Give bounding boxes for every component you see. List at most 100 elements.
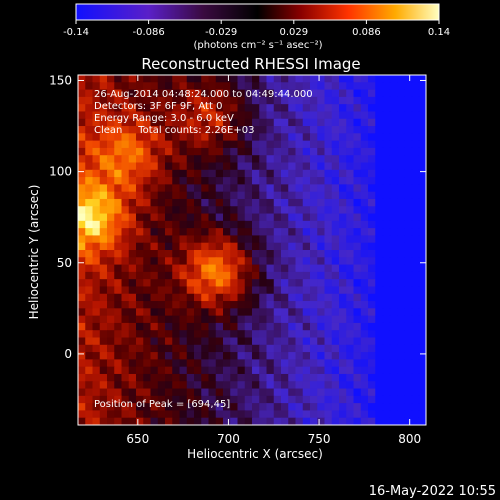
heatmap-cell (324, 410, 333, 419)
heatmap-cell (339, 373, 347, 382)
heatmap-cell (78, 140, 86, 149)
heatmap-cell (150, 140, 159, 149)
heatmap-cell (172, 82, 181, 91)
heatmap-cell (157, 301, 166, 309)
heatmap-cell (179, 155, 188, 164)
heatmap-cell (375, 417, 384, 425)
heatmap-cell (252, 235, 260, 244)
heatmap-cell (223, 308, 231, 317)
heatmap-cell (186, 264, 195, 273)
heatmap-cell (302, 96, 311, 105)
heatmap-cell (99, 155, 108, 164)
heatmap-cell (78, 271, 86, 280)
heatmap-cell (179, 388, 188, 397)
heatmap-cell (310, 279, 318, 288)
heatmap-cell (259, 337, 268, 346)
heatmap-cell (411, 89, 420, 98)
heatmap-cell (78, 89, 86, 98)
heatmap-cell (339, 111, 347, 120)
heatmap-cell (128, 359, 137, 368)
heatmap-cell (99, 279, 108, 288)
heatmap-cell (382, 395, 391, 404)
heatmap-cell (259, 242, 268, 251)
heatmap-cell (208, 104, 217, 113)
heatmap-cell (288, 213, 297, 222)
heatmap-cell (244, 330, 253, 339)
heatmap-cell (128, 344, 137, 353)
heatmap-cell (382, 279, 391, 288)
heatmap-cell (121, 111, 130, 120)
heatmap-cell (92, 242, 101, 251)
heatmap-cell (281, 126, 289, 134)
heatmap-cell (295, 118, 304, 127)
heatmap-cell (339, 140, 347, 149)
heatmap-cell (215, 184, 224, 193)
heatmap-cell (411, 228, 420, 237)
heatmap-cell (288, 373, 297, 382)
heatmap-cell (397, 118, 405, 127)
heatmap-cell (397, 344, 405, 353)
heatmap-cell (266, 104, 275, 113)
heatmap-cell (288, 140, 297, 149)
heatmap-cell (266, 177, 275, 185)
heatmap-cell (107, 366, 115, 375)
heatmap-cell (418, 111, 426, 120)
heatmap-cell (252, 191, 260, 200)
heatmap-cell (99, 228, 108, 237)
heatmap-cell (121, 388, 130, 397)
heatmap-cell (136, 315, 144, 324)
heatmap-cell (368, 344, 376, 353)
heatmap-cell (157, 388, 166, 397)
heatmap-cell (208, 395, 217, 404)
heatmap-cell (266, 366, 275, 375)
heatmap-cell (165, 118, 173, 127)
heatmap-cell (179, 126, 188, 134)
heatmap-cell (418, 82, 426, 91)
heatmap-cell (107, 352, 115, 360)
heatmap-cell (310, 228, 318, 237)
heatmap-cell (165, 293, 173, 302)
heatmap-cell (85, 198, 94, 207)
heatmap-cell (360, 191, 369, 200)
heatmap-cell (288, 366, 297, 375)
heatmap-cell (273, 206, 282, 215)
heatmap-cell (411, 373, 420, 382)
heatmap-cell (360, 301, 369, 309)
heatmap-cell (411, 417, 420, 425)
heatmap-cell (404, 301, 413, 309)
heatmap-cell (157, 264, 166, 273)
heatmap-cell (99, 213, 108, 222)
heatmap-cell (360, 250, 369, 258)
heatmap-cell (295, 373, 304, 382)
heatmap-cell (339, 403, 347, 412)
heatmap-cell (186, 133, 195, 142)
heatmap-cell (288, 330, 297, 339)
heatmap-cell (128, 330, 137, 339)
heatmap-cell (215, 250, 224, 258)
heatmap-cell (179, 359, 188, 368)
heatmap-cell (186, 155, 195, 164)
heatmap-cell (114, 293, 123, 302)
heatmap-cell (121, 264, 130, 273)
heatmap-cell (223, 388, 231, 397)
heatmap-cell (215, 220, 224, 229)
heatmap-cell (114, 271, 123, 280)
heatmap-cell (281, 257, 289, 266)
heatmap-cell (324, 118, 333, 127)
heatmap-cell (136, 198, 144, 207)
heatmap-cell (136, 235, 144, 244)
heatmap-cell (201, 118, 210, 127)
heatmap-cell (172, 169, 181, 178)
heatmap-cell (121, 133, 130, 142)
heatmap-cell (215, 417, 224, 425)
heatmap-cell (360, 177, 369, 185)
heatmap-cell (266, 352, 275, 360)
heatmap-cell (404, 169, 413, 178)
heatmap-cell (411, 111, 420, 120)
heatmap-cell (317, 373, 326, 382)
heatmap-cell (259, 147, 268, 156)
heatmap-cell (201, 191, 210, 200)
heatmap-cell (411, 242, 420, 251)
heatmap-cell (353, 286, 362, 295)
heatmap-cell (230, 381, 239, 390)
